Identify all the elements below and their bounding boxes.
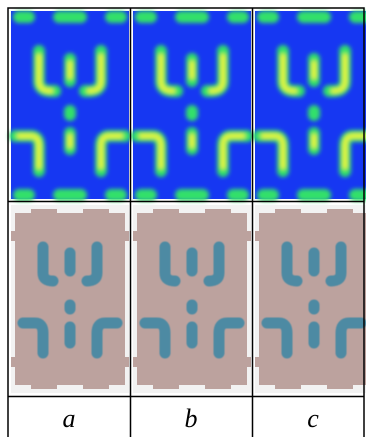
column-label: c — [307, 404, 319, 433]
topology-image — [133, 205, 251, 393]
column-label: a — [63, 404, 76, 433]
page: {"table": {"labels": ["a", "b", "c"]}} — [0, 0, 366, 437]
figure-table: a b c — [0, 0, 366, 437]
heatmap-image — [133, 11, 251, 199]
heatmap-image — [255, 11, 366, 199]
heatmap-image — [11, 11, 129, 199]
topology-image — [11, 205, 129, 393]
column-label: b — [185, 404, 198, 433]
topology-image — [255, 205, 366, 393]
